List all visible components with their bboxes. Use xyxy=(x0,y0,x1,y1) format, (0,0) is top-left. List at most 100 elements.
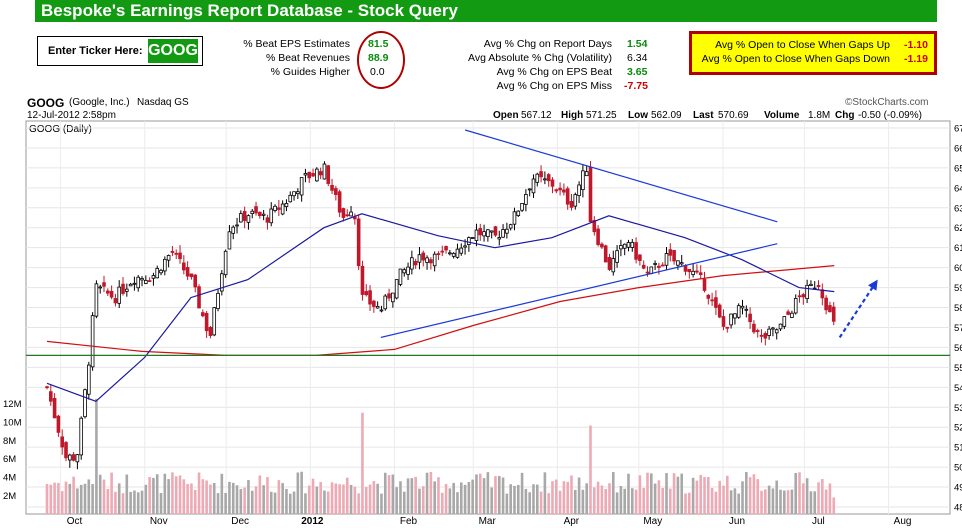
candle-body xyxy=(668,249,673,256)
volume-tick-label: 10M xyxy=(3,417,22,428)
volume-bar xyxy=(91,484,94,514)
chart-credit: ©StockCharts.com xyxy=(845,97,929,108)
candle-body xyxy=(744,308,749,311)
volume-bar xyxy=(733,488,737,514)
candle-body xyxy=(801,294,806,298)
volume-bars xyxy=(45,398,836,514)
y-tick-label: 560 xyxy=(954,343,962,354)
candle-body xyxy=(577,184,581,196)
volume-bar xyxy=(437,477,440,514)
candle-body xyxy=(277,207,281,210)
candle-body xyxy=(664,253,669,266)
candle-body xyxy=(653,263,657,265)
volume-bar xyxy=(144,484,148,514)
candle-body xyxy=(516,210,521,216)
x-tick-label: Oct xyxy=(67,516,83,527)
volume-bar xyxy=(433,481,436,514)
candle-body xyxy=(56,415,61,433)
candle-body xyxy=(52,397,57,419)
volume-bar xyxy=(585,483,588,514)
volume-bar xyxy=(475,474,478,514)
volume-bar xyxy=(258,475,262,514)
volume-bar xyxy=(581,489,585,514)
volume-bar xyxy=(414,476,417,514)
volume-bar xyxy=(661,487,665,514)
volume-bar xyxy=(596,481,600,514)
volume-bar xyxy=(623,488,626,514)
last-value: 570.69 xyxy=(718,110,749,121)
volume-bar xyxy=(767,485,771,514)
volume-bar xyxy=(106,488,110,514)
volume-bar xyxy=(691,477,695,514)
volume-bar xyxy=(83,483,87,514)
x-tick-label: Dec xyxy=(231,516,249,527)
candle-body xyxy=(470,237,475,239)
stat-value-volatility: 6.34 xyxy=(627,52,648,64)
ticker-input[interactable]: GOOG xyxy=(148,39,198,63)
volume-bar xyxy=(395,487,398,514)
candle-body xyxy=(524,194,528,205)
x-tick-label: Jun xyxy=(729,516,745,527)
candle-body xyxy=(508,224,513,229)
candle-body xyxy=(828,305,832,313)
volume-bar xyxy=(760,490,763,514)
volume-bar xyxy=(421,486,425,514)
volume-bar xyxy=(627,473,630,514)
candle-body xyxy=(147,280,152,282)
candle-body xyxy=(136,276,141,289)
candle-body xyxy=(531,178,536,194)
volume-bar xyxy=(205,480,208,514)
candle-body xyxy=(204,312,209,332)
candle-body xyxy=(497,237,502,240)
x-tick-label: Apr xyxy=(564,516,580,527)
candle-body xyxy=(372,300,376,307)
page-title: Bespoke's Earnings Report Database - Sto… xyxy=(41,1,458,20)
candle-body xyxy=(98,286,103,289)
candle-body xyxy=(611,258,616,273)
volume-bar xyxy=(551,481,554,514)
volume-bar xyxy=(490,487,493,514)
volume-bar xyxy=(254,486,258,514)
candle-body xyxy=(638,254,642,261)
candle-body xyxy=(368,290,372,305)
candle-body xyxy=(402,269,407,274)
candle-body xyxy=(417,254,422,263)
volume-bar xyxy=(231,482,235,514)
volume-bar xyxy=(649,473,653,514)
y-tick-label: 660 xyxy=(954,143,962,154)
candle-body xyxy=(474,229,479,241)
stat-label-eps-miss: Avg % Chg on EPS Miss xyxy=(496,80,612,92)
volume-bar xyxy=(209,484,212,514)
y-tick-label: 670 xyxy=(954,124,962,135)
volume-bar xyxy=(349,484,353,514)
candle-body xyxy=(581,170,585,191)
volume-tick-label: 4M xyxy=(3,473,16,484)
volume-bar xyxy=(646,472,649,514)
volume-bar xyxy=(281,483,284,514)
y-tick-label: 510 xyxy=(954,443,962,454)
candle-body xyxy=(341,208,346,218)
y-tick-label: 500 xyxy=(954,463,962,474)
volume-bar xyxy=(121,493,125,514)
volume-bar xyxy=(228,481,231,514)
volume-bar xyxy=(353,486,357,514)
candle-body xyxy=(486,229,490,237)
candle-body xyxy=(672,250,676,262)
candle-body xyxy=(493,226,498,236)
volume-bar xyxy=(440,492,444,514)
candle-body xyxy=(752,323,756,333)
candle-body xyxy=(71,454,76,461)
volume-bar xyxy=(155,474,159,514)
volume-bar xyxy=(547,493,550,514)
candle-body xyxy=(163,258,167,272)
volume-bar xyxy=(775,480,779,514)
volume-bar xyxy=(752,474,756,514)
candle-body xyxy=(265,217,270,223)
chart-symbol: GOOG xyxy=(27,96,65,110)
y-tick-label: 530 xyxy=(954,403,962,414)
candle-body xyxy=(391,292,395,303)
candle-body xyxy=(440,250,445,253)
candle-body xyxy=(410,257,414,270)
volume-bar xyxy=(653,483,657,514)
volume-bar xyxy=(110,472,113,514)
